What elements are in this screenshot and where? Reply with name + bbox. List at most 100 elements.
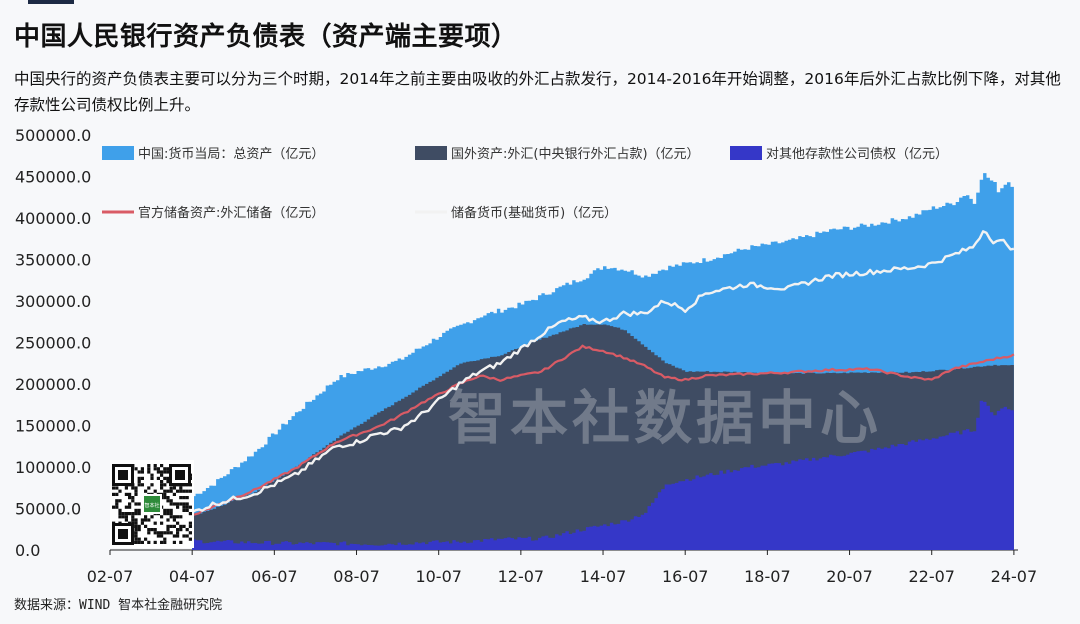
qr-module (163, 540, 167, 544)
qr-module (166, 467, 170, 471)
qr-module (134, 531, 138, 535)
qr-module (131, 499, 135, 503)
qr-code-image: 智本社 (112, 464, 192, 545)
x-tick-label: 12-07 (498, 567, 545, 586)
qr-module (131, 496, 135, 500)
qr-module (163, 489, 167, 493)
qr-module (160, 521, 164, 525)
qr-module (179, 486, 183, 490)
qr-module (172, 492, 176, 496)
qr-module (166, 499, 170, 503)
qr-module (153, 489, 157, 493)
qr-module (144, 537, 148, 541)
qr-module (147, 540, 151, 544)
qr-module (185, 528, 189, 532)
qr-module (166, 518, 170, 522)
qr-module (172, 540, 176, 544)
qr-module (137, 540, 141, 544)
qr-module (179, 496, 183, 500)
qr-module (166, 531, 170, 535)
qr-module (131, 515, 135, 519)
qr-module (163, 531, 167, 535)
qr-module (163, 476, 167, 480)
qr-module (140, 467, 144, 471)
qr-module (140, 540, 144, 544)
qr-module (115, 502, 119, 506)
qr-module (166, 528, 170, 532)
qr-module (188, 521, 192, 525)
qr-module (179, 515, 183, 519)
x-tick-label: 14-07 (580, 567, 627, 586)
legend-total-assets-label: 中国:货币当局：总资产（亿元） (138, 146, 324, 162)
qr-finder-center (175, 470, 185, 480)
qr-module (160, 534, 164, 538)
y-tick-label: 350000.0 (15, 251, 91, 270)
qr-module (140, 483, 144, 487)
x-tick-label: 24-07 (991, 567, 1038, 586)
y-tick-label: 200000.0 (15, 375, 91, 394)
qr-module (134, 486, 138, 490)
qr-module (179, 524, 183, 528)
qr-module (144, 489, 148, 493)
qr-module (188, 531, 192, 535)
qr-module (147, 464, 151, 468)
legend-forex-holdings: 国外资产:外汇(中央银行外汇占款)（亿元） (415, 146, 700, 162)
x-tick-label: 22-07 (908, 567, 955, 586)
qr-module (134, 508, 138, 512)
qr-module (163, 537, 167, 541)
qr-module (188, 505, 192, 509)
qr-module (137, 470, 141, 474)
x-tick-label: 18-07 (744, 567, 791, 586)
qr-module (160, 473, 164, 477)
qr-module (115, 486, 119, 490)
qr-module (169, 499, 173, 503)
qr-module (150, 476, 154, 480)
qr-module (153, 464, 157, 468)
y-tick-label: 100000.0 (15, 458, 91, 477)
qr-module (134, 540, 138, 544)
legend-claims-on-odc-label: 对其他存款性公司债权（亿元） (766, 146, 948, 162)
qr-module (182, 489, 186, 493)
qr-module (166, 512, 170, 516)
page-subtitle: 中国央行的资产负债表主要可以分为三个时期，2014年之前主要由吸收的外汇占款发行… (14, 70, 1061, 114)
qr-module (160, 540, 164, 544)
qr-module (137, 512, 141, 516)
qr-module (147, 531, 151, 535)
qr-module (169, 524, 173, 528)
qr-module (128, 492, 132, 496)
qr-module (163, 492, 167, 496)
qr-module (166, 524, 170, 528)
qr-module (169, 502, 173, 506)
qr-module (124, 505, 128, 509)
y-tick-label: 250000.0 (15, 334, 91, 353)
area-claims-on-odc (192, 400, 1014, 550)
legend-fx-reserves-label: 官方储备资产:外汇储备（亿元） (138, 205, 324, 221)
qr-module (140, 476, 144, 480)
qr-module (182, 534, 186, 538)
qr-module (169, 508, 173, 512)
y-tick-label: 500000.0 (15, 126, 91, 145)
qr-module (150, 473, 154, 477)
qr-module (131, 518, 135, 522)
x-tick-label: 04-07 (169, 567, 216, 586)
x-tick-label: 16-07 (662, 567, 709, 586)
qr-module (134, 492, 138, 496)
qr-module (150, 515, 154, 519)
qr-module (137, 537, 141, 541)
qr-module (137, 524, 141, 528)
qr-module (144, 524, 148, 528)
qr-module (188, 512, 192, 516)
y-tick-label: 50000.0 (15, 500, 81, 519)
qr-module (172, 515, 176, 519)
qr-module (179, 489, 183, 493)
qr-module (115, 505, 119, 509)
qr-module (160, 531, 164, 535)
qr-module (115, 499, 119, 503)
y-tick-label: 300000.0 (15, 292, 91, 311)
qr-module (185, 534, 189, 538)
qr-module (160, 515, 164, 519)
qr-module (147, 518, 151, 522)
line-fx-reserves (191, 344, 1015, 517)
qr-module (172, 524, 176, 528)
qr-module (176, 528, 180, 532)
